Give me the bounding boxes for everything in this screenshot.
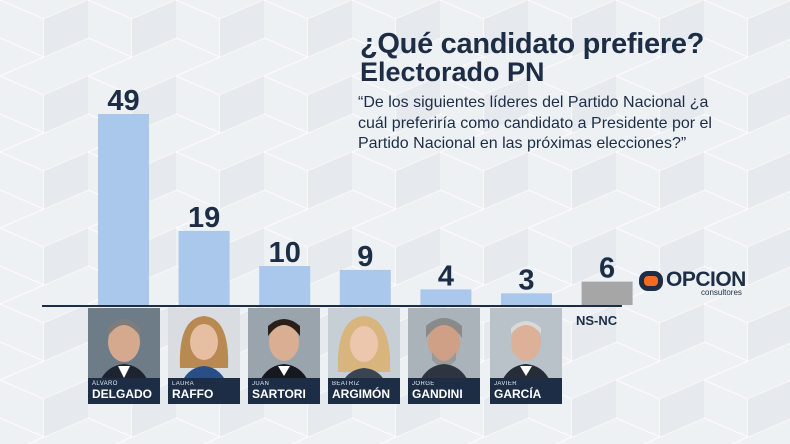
first-name: ÁLVARO xyxy=(92,381,118,387)
name-plate: ÁLVARO DELGADO xyxy=(88,378,160,404)
chart-subtitle: Electorado PN xyxy=(360,57,545,87)
value-label-gandini: 4 xyxy=(438,260,454,292)
first-name: JUAN xyxy=(252,381,270,387)
name-plate: JORGE GANDINI xyxy=(408,378,480,404)
last-name: ARGIMÓN xyxy=(332,387,390,401)
bar-argimon xyxy=(339,269,391,305)
bar-garcia xyxy=(501,293,552,305)
value-label-nsnc: 6 xyxy=(599,253,615,285)
candidate-card-delgado: ÁLVARO DELGADO xyxy=(88,308,160,404)
bar-nsnc xyxy=(581,281,633,305)
value-label-delgado: 49 xyxy=(107,85,139,117)
last-name: DELGADO xyxy=(92,387,152,401)
logo-subtitle: consultores xyxy=(701,288,742,297)
last-name: SARTORI xyxy=(252,387,306,401)
first-name: LAURA xyxy=(172,381,195,387)
value-label-garcia: 3 xyxy=(518,264,534,296)
logo-wordmark: OPCION xyxy=(666,268,746,291)
candidate-card-gandini: JORGE GANDINI xyxy=(408,308,480,404)
name-plate: JAVIER GARCÍA xyxy=(490,378,562,404)
value-label-sartori: 10 xyxy=(269,237,301,269)
bar-delgado xyxy=(98,114,149,305)
value-label-argimon: 9 xyxy=(357,241,373,273)
survey-question: “De los siguientes líderes del Partido N… xyxy=(358,94,712,152)
bar-sartori xyxy=(259,266,311,305)
candidate-card-raffo: LAURA RAFFO xyxy=(168,308,240,404)
last-name: RAFFO xyxy=(172,387,214,401)
candidate-card-garcia: JAVIER GARCÍA xyxy=(490,308,562,404)
name-plate: BEATRIZ ARGIMÓN xyxy=(328,378,400,404)
first-name: BEATRIZ xyxy=(332,381,360,387)
candidate-card-argimon: BEATRIZ ARGIMÓN xyxy=(328,308,400,404)
name-plate: JUAN SARTORI xyxy=(248,378,320,404)
candidate-card-sartori: JUAN SARTORI xyxy=(248,308,320,404)
last-name: GARCÍA xyxy=(494,387,542,401)
bar-gandini xyxy=(420,289,472,305)
first-name: JORGE xyxy=(412,381,435,387)
name-plate: LAURA RAFFO xyxy=(168,378,240,404)
opcion-logo: OPCION consultores xyxy=(638,268,756,298)
bar-raffo xyxy=(178,230,230,305)
nsnc-label: NS-NC xyxy=(576,313,618,328)
last-name: GANDINI xyxy=(412,387,463,401)
opcion-logo-mark-icon xyxy=(639,271,663,291)
first-name: JAVIER xyxy=(494,381,517,387)
chart-title: ¿Qué candidato prefiere? xyxy=(360,28,705,60)
value-label-raffo: 19 xyxy=(188,202,220,234)
